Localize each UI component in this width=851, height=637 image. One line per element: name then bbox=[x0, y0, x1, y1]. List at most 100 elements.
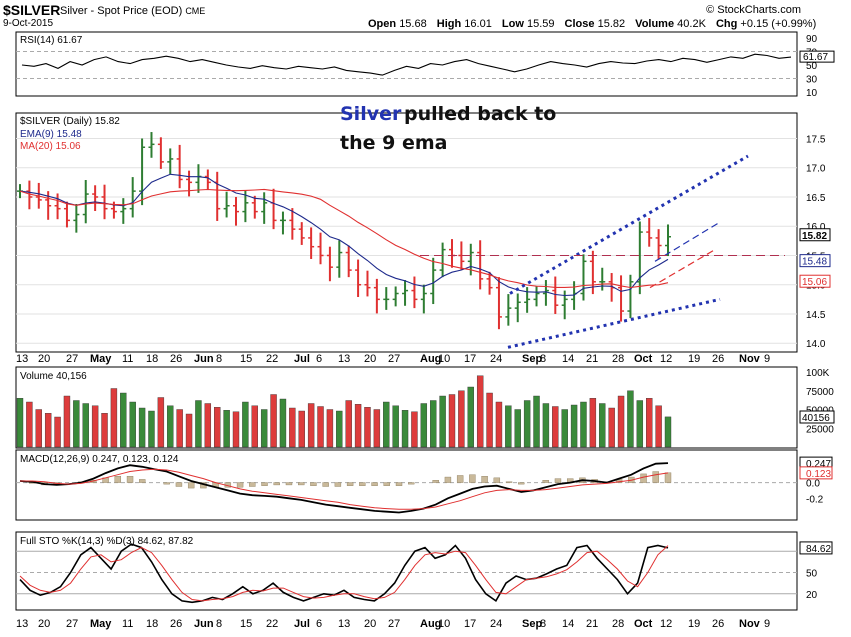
macd-histogram-bar bbox=[310, 482, 317, 486]
ma20-line bbox=[19, 188, 669, 289]
x-axis-tick: 22 bbox=[266, 353, 278, 365]
x-axis-tick: 18 bbox=[146, 353, 158, 365]
x-axis-tick: 17 bbox=[464, 353, 476, 365]
volume-bar bbox=[430, 400, 437, 448]
macd-histogram-bar bbox=[334, 482, 342, 487]
volume-bar bbox=[16, 398, 24, 448]
rsi-last-value: 61.67 bbox=[803, 52, 828, 63]
x-axis-tick: 13 bbox=[338, 618, 350, 630]
macd-histogram-bar bbox=[126, 476, 134, 483]
x-axis-tick: 10 bbox=[438, 353, 450, 365]
rsi-tick: 30 bbox=[806, 75, 818, 86]
volume-bar bbox=[617, 395, 625, 448]
volume-bar bbox=[44, 413, 52, 448]
x-axis-tick: 9 bbox=[764, 353, 770, 365]
x-axis-tick: 20 bbox=[38, 618, 50, 630]
volume-last-value: 40156 bbox=[802, 413, 830, 424]
volume-bar bbox=[561, 409, 568, 448]
volume-bar bbox=[167, 405, 174, 448]
volume-bar bbox=[505, 405, 512, 448]
x-axis-tick: Aug bbox=[420, 353, 441, 365]
sto-tick: 50 bbox=[806, 569, 818, 580]
macd-histogram-bar bbox=[432, 480, 439, 483]
volume-bar bbox=[298, 410, 305, 448]
annotation-line1: pulled back to bbox=[404, 103, 556, 125]
volume-bar bbox=[373, 409, 381, 448]
macd-histogram-bar bbox=[444, 476, 452, 483]
volume-bar bbox=[317, 406, 324, 448]
volume-bar bbox=[185, 413, 193, 448]
price-last-box bbox=[799, 254, 831, 268]
volume-bar bbox=[54, 416, 61, 448]
macd-histogram-bar bbox=[640, 473, 647, 483]
volume-bar bbox=[608, 407, 615, 448]
volume-bar bbox=[599, 403, 606, 448]
volume-bar bbox=[439, 395, 446, 448]
macd-histogram-bar bbox=[469, 474, 476, 483]
volume-bar bbox=[345, 400, 352, 448]
macd-histogram-bar bbox=[346, 482, 354, 486]
macd-histogram-bar bbox=[298, 482, 305, 486]
symbol-subtitle: Silver - Spot Price (EOD) CME bbox=[60, 5, 206, 17]
macd-tick: 0.123 bbox=[806, 469, 831, 480]
volume-bar bbox=[636, 400, 644, 448]
x-axis-tick: 8 bbox=[216, 353, 222, 365]
ohlc-readout: Open 15.68 High 16.01 Low 15.59 Close 15… bbox=[368, 18, 817, 30]
macd-tick: -0.2 bbox=[806, 494, 824, 505]
macd-histogram-bar bbox=[285, 482, 293, 486]
volume-bar bbox=[176, 409, 183, 448]
macd-histogram-bar bbox=[395, 482, 403, 486]
volume-bar bbox=[655, 405, 662, 448]
sto-tick: 84.62 bbox=[806, 544, 831, 555]
x-axis-tick: 22 bbox=[266, 618, 278, 630]
macd-histogram-bar bbox=[114, 476, 122, 483]
macd-histogram-bar bbox=[187, 482, 195, 489]
volume-bar bbox=[336, 410, 343, 448]
sto-tick: 20 bbox=[806, 590, 818, 601]
volume-tick: 75000 bbox=[806, 387, 834, 398]
lower-channel-line bbox=[507, 297, 721, 349]
macd-histogram-bar bbox=[261, 482, 268, 486]
macd-line bbox=[19, 462, 669, 514]
x-axis-tick: 13 bbox=[16, 618, 28, 630]
ema-legend: EMA(9) 15.48 bbox=[20, 129, 82, 140]
x-axis-tick: Oct bbox=[634, 353, 653, 365]
rsi-last-box bbox=[799, 50, 835, 63]
x-axis-tick: 13 bbox=[16, 353, 28, 365]
volume-bar bbox=[91, 405, 99, 448]
x-axis-tick: Nov bbox=[739, 353, 761, 365]
volume-bar bbox=[307, 403, 315, 448]
x-axis-tick: 17 bbox=[464, 618, 476, 630]
rsi-tick: 10 bbox=[806, 88, 818, 99]
volume-bar bbox=[157, 397, 165, 448]
x-axis-tick: 26 bbox=[712, 353, 724, 365]
volume-bar bbox=[486, 392, 493, 448]
annotation-line2: the 9 ema bbox=[340, 132, 447, 154]
volume-tick: 100K bbox=[806, 368, 830, 379]
macd-histogram-bar bbox=[554, 478, 562, 483]
volume-bar bbox=[458, 390, 465, 448]
rsi-tick: 50 bbox=[806, 61, 818, 72]
volume-bar bbox=[542, 403, 550, 448]
ma-projection-line bbox=[649, 249, 716, 289]
volume-bar bbox=[148, 410, 155, 448]
x-axis-tick: 9 bbox=[764, 618, 770, 630]
x-axis-tick: 8 bbox=[540, 618, 546, 630]
x-axis-tick: 20 bbox=[364, 618, 376, 630]
macd-histogram-bar bbox=[359, 482, 366, 486]
price-title: $SILVER (Daily) 15.82 bbox=[20, 116, 120, 127]
macd-histogram-bar bbox=[493, 477, 501, 483]
x-axis-tick: 6 bbox=[316, 353, 322, 365]
volume-bar bbox=[401, 410, 409, 448]
macd-histogram-bar bbox=[236, 482, 244, 488]
sto-k-line bbox=[19, 543, 669, 604]
volume-bar bbox=[627, 390, 634, 448]
volume-bar bbox=[223, 410, 230, 448]
macd-histogram-bar bbox=[518, 482, 525, 485]
volume-bar bbox=[35, 409, 42, 448]
x-axis-tick: May bbox=[90, 353, 112, 365]
volume-bar bbox=[411, 411, 418, 448]
x-axis-tick: 19 bbox=[688, 618, 700, 630]
volume-bar bbox=[204, 403, 212, 448]
macd-histogram-bar bbox=[322, 482, 329, 487]
